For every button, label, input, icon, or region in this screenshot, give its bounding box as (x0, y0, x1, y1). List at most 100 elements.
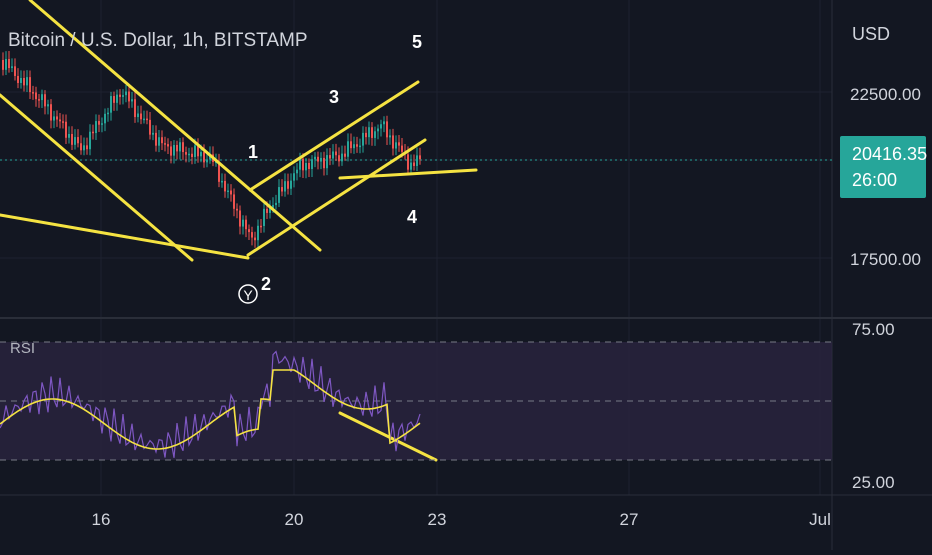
candle-body (233, 194, 235, 209)
candle-body (242, 219, 244, 227)
candle-body (302, 158, 304, 171)
price-tick-label: 22500.00 (850, 85, 921, 104)
candle-body (371, 127, 373, 138)
candle-body (41, 94, 43, 101)
candle-body (86, 145, 88, 150)
candle-body (251, 232, 253, 238)
trendline (338, 168, 478, 180)
candle-body (125, 91, 127, 96)
candle-body (44, 94, 46, 107)
candle-body (353, 144, 355, 149)
rsi-ma-line (0, 369, 421, 450)
candle-body (362, 132, 364, 146)
candle-body (164, 143, 166, 145)
wave-label-2: 2 (261, 274, 271, 294)
symbol-title[interactable]: Bitcoin / U.S. Dollar, 1h, BITSTAMP (8, 30, 308, 51)
bar-countdown: 26:00 (852, 170, 898, 190)
candle-body (227, 190, 229, 193)
last-price-value: 20416.35 (852, 144, 928, 164)
trendline (0, 93, 194, 262)
candle-body (224, 180, 226, 192)
candle-body (155, 132, 157, 146)
candle-body (335, 151, 337, 156)
candle-body (239, 210, 241, 227)
price-axis-currency: USD (852, 24, 890, 44)
candle-body (278, 187, 280, 203)
candle-body (35, 92, 37, 100)
candle-body (11, 66, 13, 69)
candle-body (143, 118, 145, 121)
candle-body (365, 132, 367, 138)
candle-body (296, 169, 298, 174)
candle-body (305, 163, 307, 171)
candle-body (215, 161, 217, 164)
candle-body (329, 155, 331, 159)
candle-body (170, 146, 172, 156)
candle-body (149, 119, 151, 135)
candle-body (191, 153, 193, 158)
candle-body (332, 151, 334, 159)
candle-body (95, 121, 97, 134)
candle-body (257, 225, 259, 241)
candle-body (119, 94, 121, 97)
candle-body (410, 162, 412, 170)
circled-label-ring (238, 284, 258, 304)
candle-body (92, 131, 94, 134)
candle-body (56, 116, 58, 120)
candle-body (74, 137, 76, 145)
rsi-line (0, 350, 421, 458)
candle-body (323, 157, 325, 169)
candle-body (59, 119, 61, 122)
time-tick-label: 16 (92, 510, 111, 529)
candle-body (266, 208, 268, 213)
candle-body (185, 152, 187, 155)
candle-body (389, 135, 391, 138)
rsi-tick-label: 25.00 (852, 473, 895, 492)
candle-body (50, 104, 52, 121)
candle-body (122, 95, 124, 97)
candle-body (407, 154, 409, 170)
candle-body (308, 163, 310, 169)
candle-body (245, 219, 247, 230)
candle-body (263, 208, 265, 227)
candle-body (188, 153, 190, 156)
trendline (28, 0, 322, 252)
candle-body (383, 121, 385, 125)
candle-body (314, 156, 316, 160)
candle-body (104, 113, 106, 124)
candle-body (380, 124, 382, 129)
candle-body (182, 142, 184, 153)
candle-body (134, 99, 136, 118)
candle-body (338, 155, 340, 162)
candle-body (68, 134, 70, 138)
candle-body (290, 180, 292, 189)
candle-body (398, 142, 400, 146)
time-tick-label: 23 (428, 510, 447, 529)
candle-body (221, 180, 223, 183)
candle-body (83, 145, 85, 151)
candle-body (116, 94, 118, 103)
candle-body (146, 118, 148, 121)
candle-body (395, 142, 397, 149)
candle-body (347, 141, 349, 157)
candle-body (269, 207, 271, 213)
candle-body (293, 173, 295, 181)
candle-body (341, 153, 343, 162)
candle-body (236, 208, 238, 211)
price-tick-label: 17500.00 (850, 250, 921, 269)
rsi-lines (0, 341, 832, 461)
trendline (246, 138, 427, 257)
trendline (0, 213, 250, 260)
candle-body (194, 145, 196, 158)
candle-body (374, 131, 376, 138)
rsi-tick-label: 75.00 (852, 320, 895, 339)
rsi-label[interactable]: RSI (10, 340, 36, 357)
candle-body (98, 121, 100, 125)
candle-body (311, 159, 313, 169)
trendline (248, 80, 420, 192)
time-tick-label: 20 (285, 510, 304, 529)
candle-body (260, 225, 262, 228)
